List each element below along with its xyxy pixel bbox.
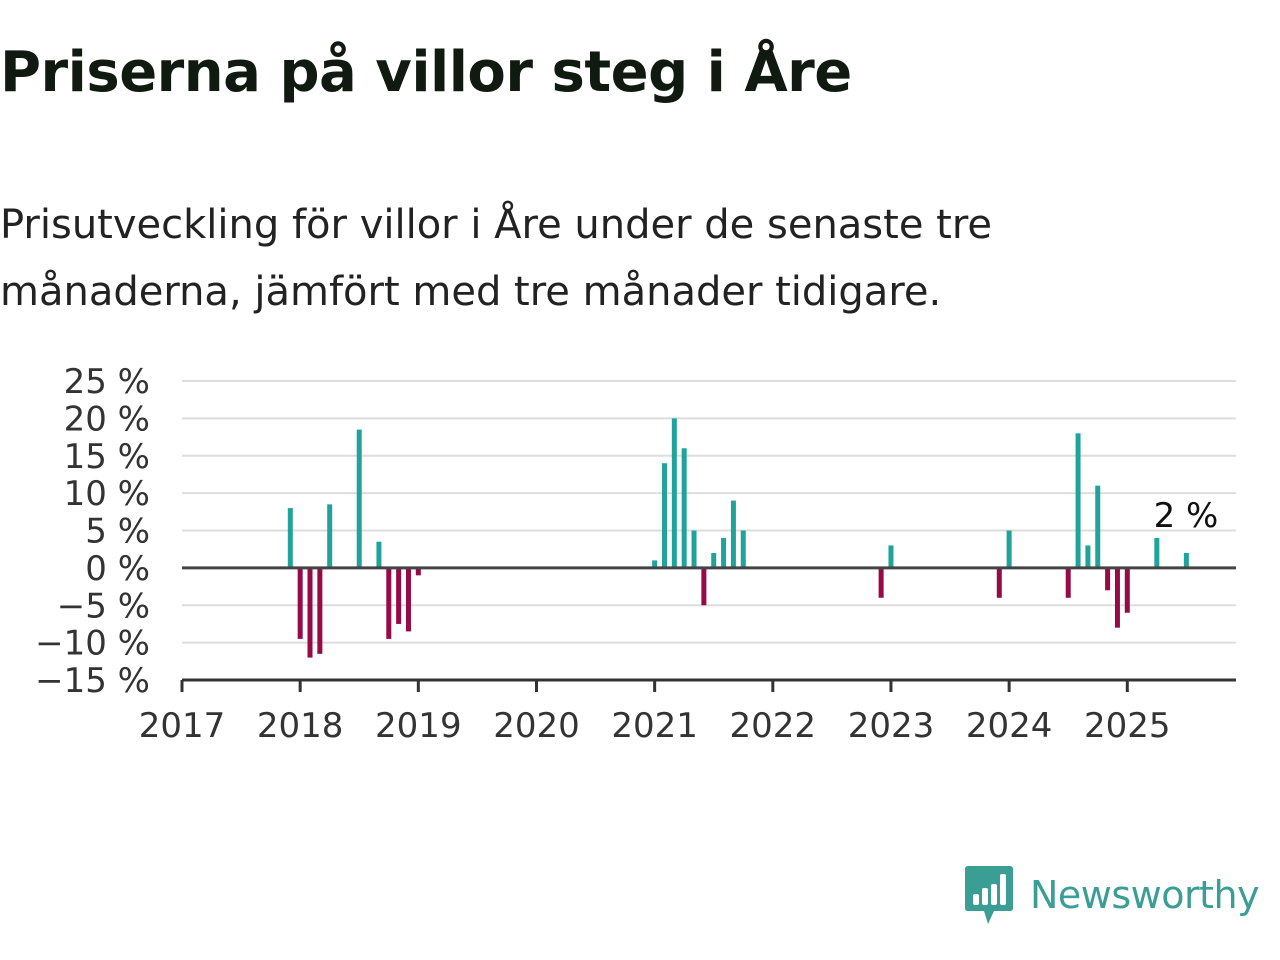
bars xyxy=(287,418,1189,658)
y-axis-ticks: 25 %20 %15 %10 %5 %0 %−5 %−10 %−15 % xyxy=(35,362,150,701)
x-tick-label: 2019 xyxy=(375,706,462,746)
bar xyxy=(1006,530,1012,568)
bar-chart: 25 %20 %15 %10 %5 %0 %−5 %−10 %−15 % 201… xyxy=(35,362,1236,746)
chart-title: Priserna på villor steg i Åre xyxy=(0,40,852,105)
newsworthy-brand: Newsworthy xyxy=(964,864,1260,926)
bar xyxy=(1124,567,1130,613)
last-value-label: 2 % xyxy=(1154,496,1219,536)
bar xyxy=(376,541,382,568)
bar xyxy=(317,567,323,654)
bar xyxy=(671,418,677,568)
x-tick-label: 2022 xyxy=(730,706,817,746)
newsworthy-logo-icon xyxy=(965,866,1013,924)
y-tick-label: −5 % xyxy=(57,586,150,626)
bar xyxy=(307,567,313,658)
bar xyxy=(1105,567,1111,591)
bar xyxy=(652,560,658,568)
bar xyxy=(1095,485,1101,568)
x-tick-label: 2024 xyxy=(966,706,1053,746)
bar xyxy=(356,429,362,568)
bar xyxy=(287,508,293,568)
annotations: 2 % xyxy=(1154,496,1219,536)
bar xyxy=(878,567,884,598)
bar xyxy=(327,504,333,568)
bar xyxy=(730,500,736,568)
bar xyxy=(415,567,421,576)
bar xyxy=(888,545,894,568)
x-tick-label: 2017 xyxy=(139,706,226,746)
bar xyxy=(721,537,727,568)
bar xyxy=(1065,567,1071,598)
bar xyxy=(1154,537,1160,568)
bar xyxy=(691,530,697,568)
bar xyxy=(681,448,687,568)
y-tick-label: 10 % xyxy=(64,474,150,514)
bar xyxy=(701,567,707,606)
bar xyxy=(1085,545,1091,568)
y-tick-label: −15 % xyxy=(35,661,150,701)
x-tick-label: 2018 xyxy=(257,706,344,746)
y-tick-label: 20 % xyxy=(64,399,150,439)
y-tick-label: 25 % xyxy=(64,362,150,402)
axes xyxy=(182,566,1236,682)
y-tick-label: 15 % xyxy=(64,437,150,477)
y-tick-label: −10 % xyxy=(35,624,150,664)
bar xyxy=(297,567,303,639)
bar xyxy=(396,567,402,624)
x-tick-label: 2020 xyxy=(493,706,580,746)
x-tick-label: 2025 xyxy=(1084,706,1171,746)
bar xyxy=(386,567,392,639)
y-tick-label: 0 % xyxy=(85,549,150,589)
y-tick-label: 5 % xyxy=(85,512,150,552)
bar xyxy=(1114,567,1120,628)
x-tick-label: 2021 xyxy=(611,706,698,746)
chart-subtitle: Prisutveckling för villor i Åre under de… xyxy=(0,202,993,315)
x-axis-ticks: 2017 2018 2019 2020 2021 2022 2023 2024 2025 xyxy=(139,680,1171,746)
bar xyxy=(740,530,746,568)
bar xyxy=(711,552,717,568)
bar xyxy=(661,463,667,568)
bar xyxy=(996,567,1002,598)
bar xyxy=(1075,433,1081,568)
x-tick-label: 2023 xyxy=(848,706,935,746)
bar xyxy=(405,567,411,632)
bar xyxy=(1183,552,1189,568)
brand-name: Newsworthy xyxy=(1030,873,1260,917)
